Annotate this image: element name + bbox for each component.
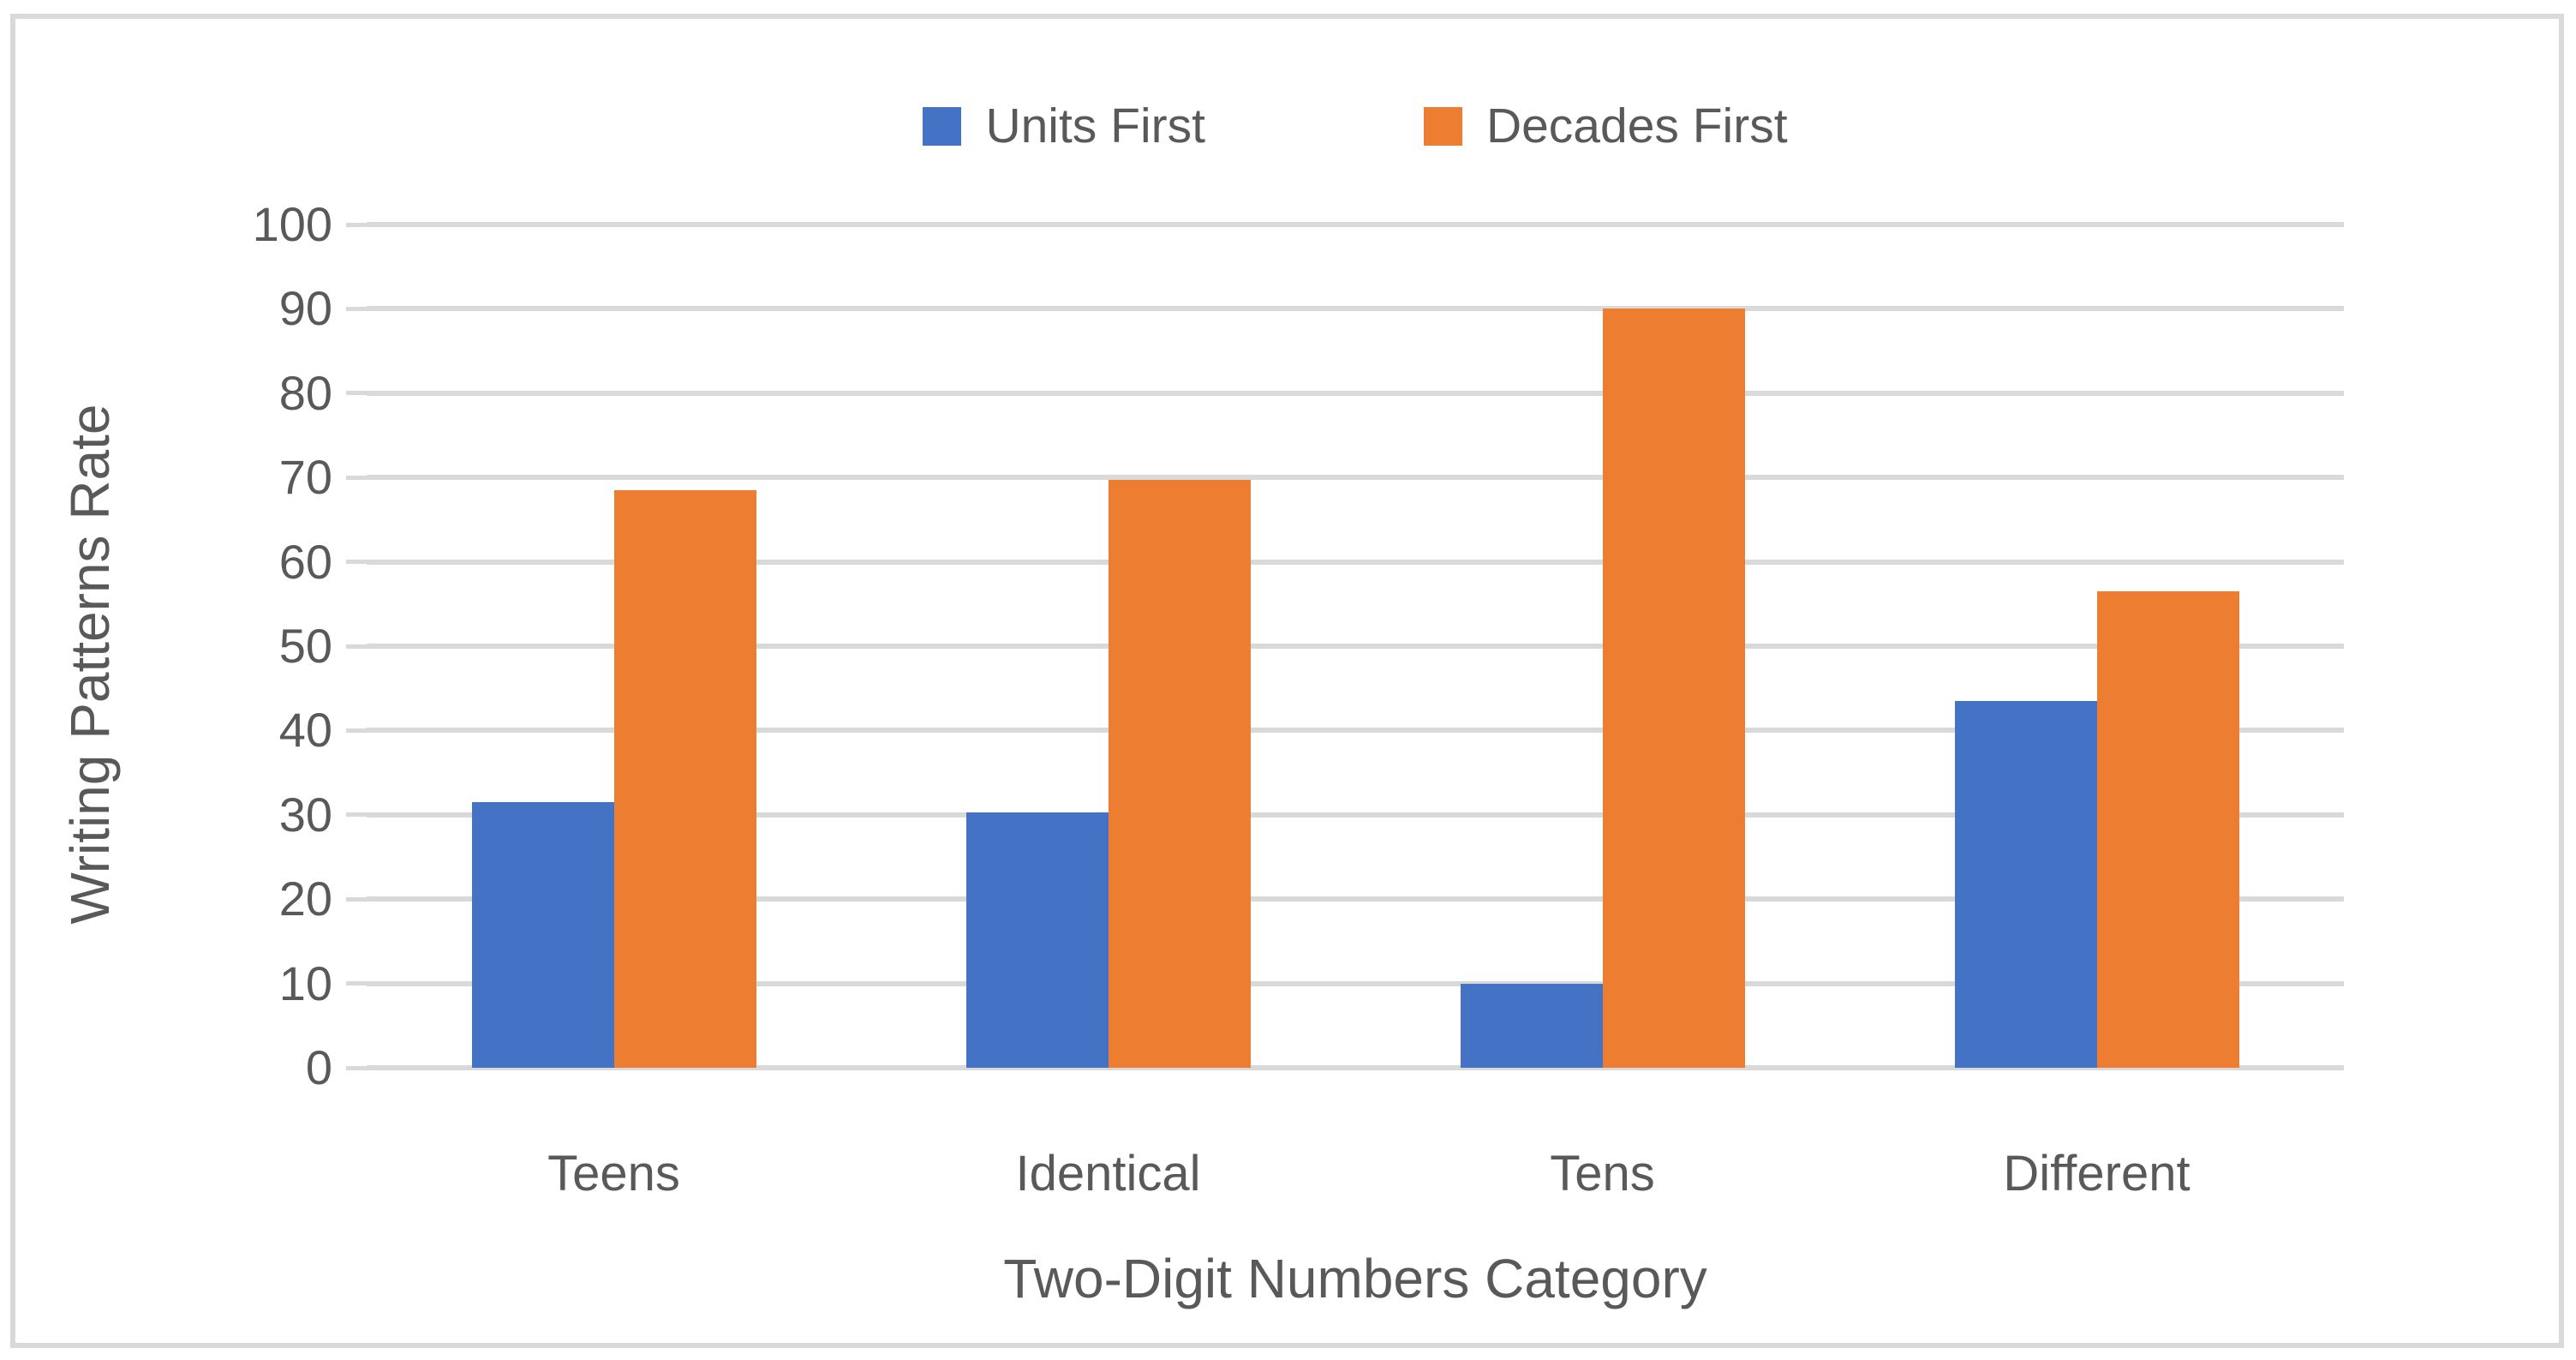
x-axis-category-labels: Teens Identical Tens Different bbox=[367, 1140, 2344, 1208]
y-tick-label-90: 90 bbox=[278, 281, 332, 336]
y-tick-mark-20 bbox=[346, 896, 367, 902]
y-tick-label-100: 100 bbox=[252, 197, 332, 251]
y-tick-label-50: 50 bbox=[278, 619, 332, 673]
y-tick-label-0: 0 bbox=[305, 1040, 332, 1094]
bar-units-first-different bbox=[1954, 700, 2097, 1068]
bar-decades-first-tens bbox=[1602, 309, 1745, 1068]
y-tick-label-20: 20 bbox=[278, 872, 332, 926]
y-tick-mark-80 bbox=[346, 391, 367, 396]
legend-item-decades-first: Decades First bbox=[1423, 98, 1788, 153]
y-tick-label-60: 60 bbox=[278, 534, 332, 589]
y-tick-mark-70 bbox=[346, 475, 367, 480]
y-tick-mark-50 bbox=[346, 644, 367, 649]
gridline-y-80 bbox=[367, 390, 2344, 396]
gridline-y-0 bbox=[367, 1065, 2344, 1070]
legend-swatch-units-first bbox=[923, 106, 962, 146]
y-tick-label-30: 30 bbox=[278, 787, 332, 842]
gridline-y-90 bbox=[367, 306, 2344, 312]
y-tick-label-40: 40 bbox=[278, 703, 332, 758]
gridline-y-30 bbox=[367, 812, 2344, 818]
gridline-y-10 bbox=[367, 980, 2344, 986]
legend-label-units-first: Units First bbox=[985, 98, 1205, 153]
y-tick-mark-0 bbox=[346, 1065, 367, 1070]
gridline-y-60 bbox=[367, 559, 2344, 565]
x-category-label-teens: Teens bbox=[547, 1146, 680, 1201]
x-category-label-identical: Identical bbox=[1015, 1146, 1201, 1201]
y-tick-mark-40 bbox=[346, 728, 367, 733]
legend: Units First Decades First bbox=[367, 96, 2344, 156]
bar-decades-first-identical bbox=[1108, 480, 1251, 1068]
gridline-y-100 bbox=[367, 222, 2344, 227]
legend-label-decades-first: Decades First bbox=[1485, 98, 1788, 153]
bar-units-first-identical bbox=[965, 812, 1109, 1068]
gridline-y-20 bbox=[367, 896, 2344, 902]
x-axis-title: Two-Digit Numbers Category bbox=[1003, 1248, 1707, 1309]
bar-units-first-teens bbox=[471, 802, 614, 1068]
gridline-y-50 bbox=[367, 644, 2344, 649]
y-tick-mark-10 bbox=[346, 981, 367, 986]
plot-area: 0 10 20 30 40 50 60 70 80 90 100 bbox=[253, 197, 2344, 1094]
bar-decades-first-different bbox=[2096, 591, 2239, 1068]
legend-item-units-first: Units First bbox=[923, 98, 1205, 153]
gridline-y-40 bbox=[367, 728, 2344, 734]
bar-units-first-tens bbox=[1460, 983, 1603, 1068]
legend-swatch-decades-first bbox=[1423, 106, 1462, 146]
y-tick-mark-90 bbox=[346, 306, 367, 311]
gridline-y-70 bbox=[367, 475, 2344, 481]
y-tick-mark-100 bbox=[346, 222, 367, 227]
x-category-label-tens: Tens bbox=[1550, 1146, 1655, 1201]
y-tick-label-10: 10 bbox=[278, 956, 332, 1010]
y-tick-label-80: 80 bbox=[278, 365, 332, 420]
y-axis-title: Writing Patterns Rate bbox=[59, 404, 121, 925]
bar-decades-first-teens bbox=[613, 489, 756, 1068]
y-tick-label-70: 70 bbox=[278, 450, 332, 505]
x-category-label-different: Different bbox=[2003, 1146, 2190, 1201]
y-tick-mark-30 bbox=[346, 812, 367, 818]
y-tick-mark-60 bbox=[346, 560, 367, 565]
